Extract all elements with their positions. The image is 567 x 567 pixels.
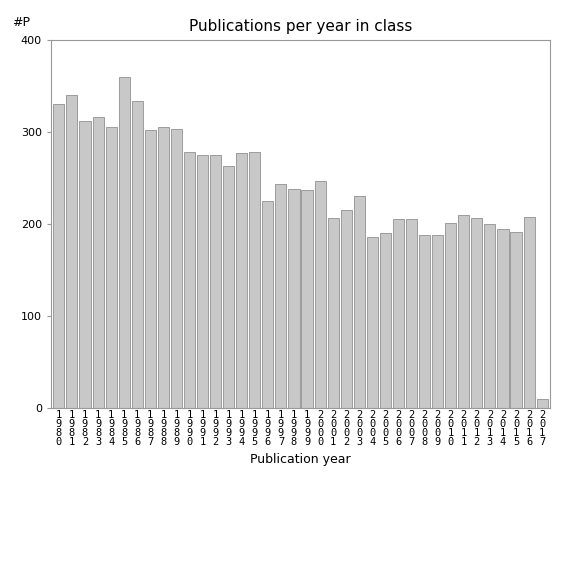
Bar [328, 218, 338, 408]
Bar [341, 210, 352, 408]
Bar [289, 189, 299, 408]
Bar [223, 166, 234, 408]
Bar [79, 121, 91, 408]
Y-axis label: #P: #P [12, 16, 30, 28]
Bar [66, 95, 78, 408]
Bar [263, 201, 273, 408]
Bar [249, 152, 260, 408]
Bar [484, 224, 496, 408]
Bar [419, 235, 430, 408]
Bar [171, 129, 182, 408]
Bar [458, 215, 469, 408]
Bar [210, 155, 221, 408]
Title: Publications per year in class: Publications per year in class [189, 19, 412, 35]
Bar [445, 223, 456, 408]
Bar [315, 181, 325, 408]
Bar [497, 229, 509, 408]
X-axis label: Publication year: Publication year [250, 453, 351, 466]
Bar [184, 152, 195, 408]
Bar [236, 153, 247, 408]
Bar [92, 117, 104, 408]
Bar [119, 77, 130, 408]
Bar [380, 233, 391, 408]
Bar [158, 127, 169, 408]
Bar [105, 127, 117, 408]
Bar [367, 237, 378, 408]
Bar [276, 184, 286, 408]
Bar [510, 232, 522, 408]
Bar [145, 130, 156, 408]
Bar [393, 219, 404, 408]
Bar [354, 196, 365, 408]
Bar [471, 218, 483, 408]
Bar [197, 155, 208, 408]
Bar [53, 104, 65, 408]
Bar [132, 101, 143, 408]
Bar [536, 399, 548, 408]
Bar [523, 217, 535, 408]
Bar [406, 219, 417, 408]
Bar [302, 190, 312, 408]
Bar [432, 235, 443, 408]
